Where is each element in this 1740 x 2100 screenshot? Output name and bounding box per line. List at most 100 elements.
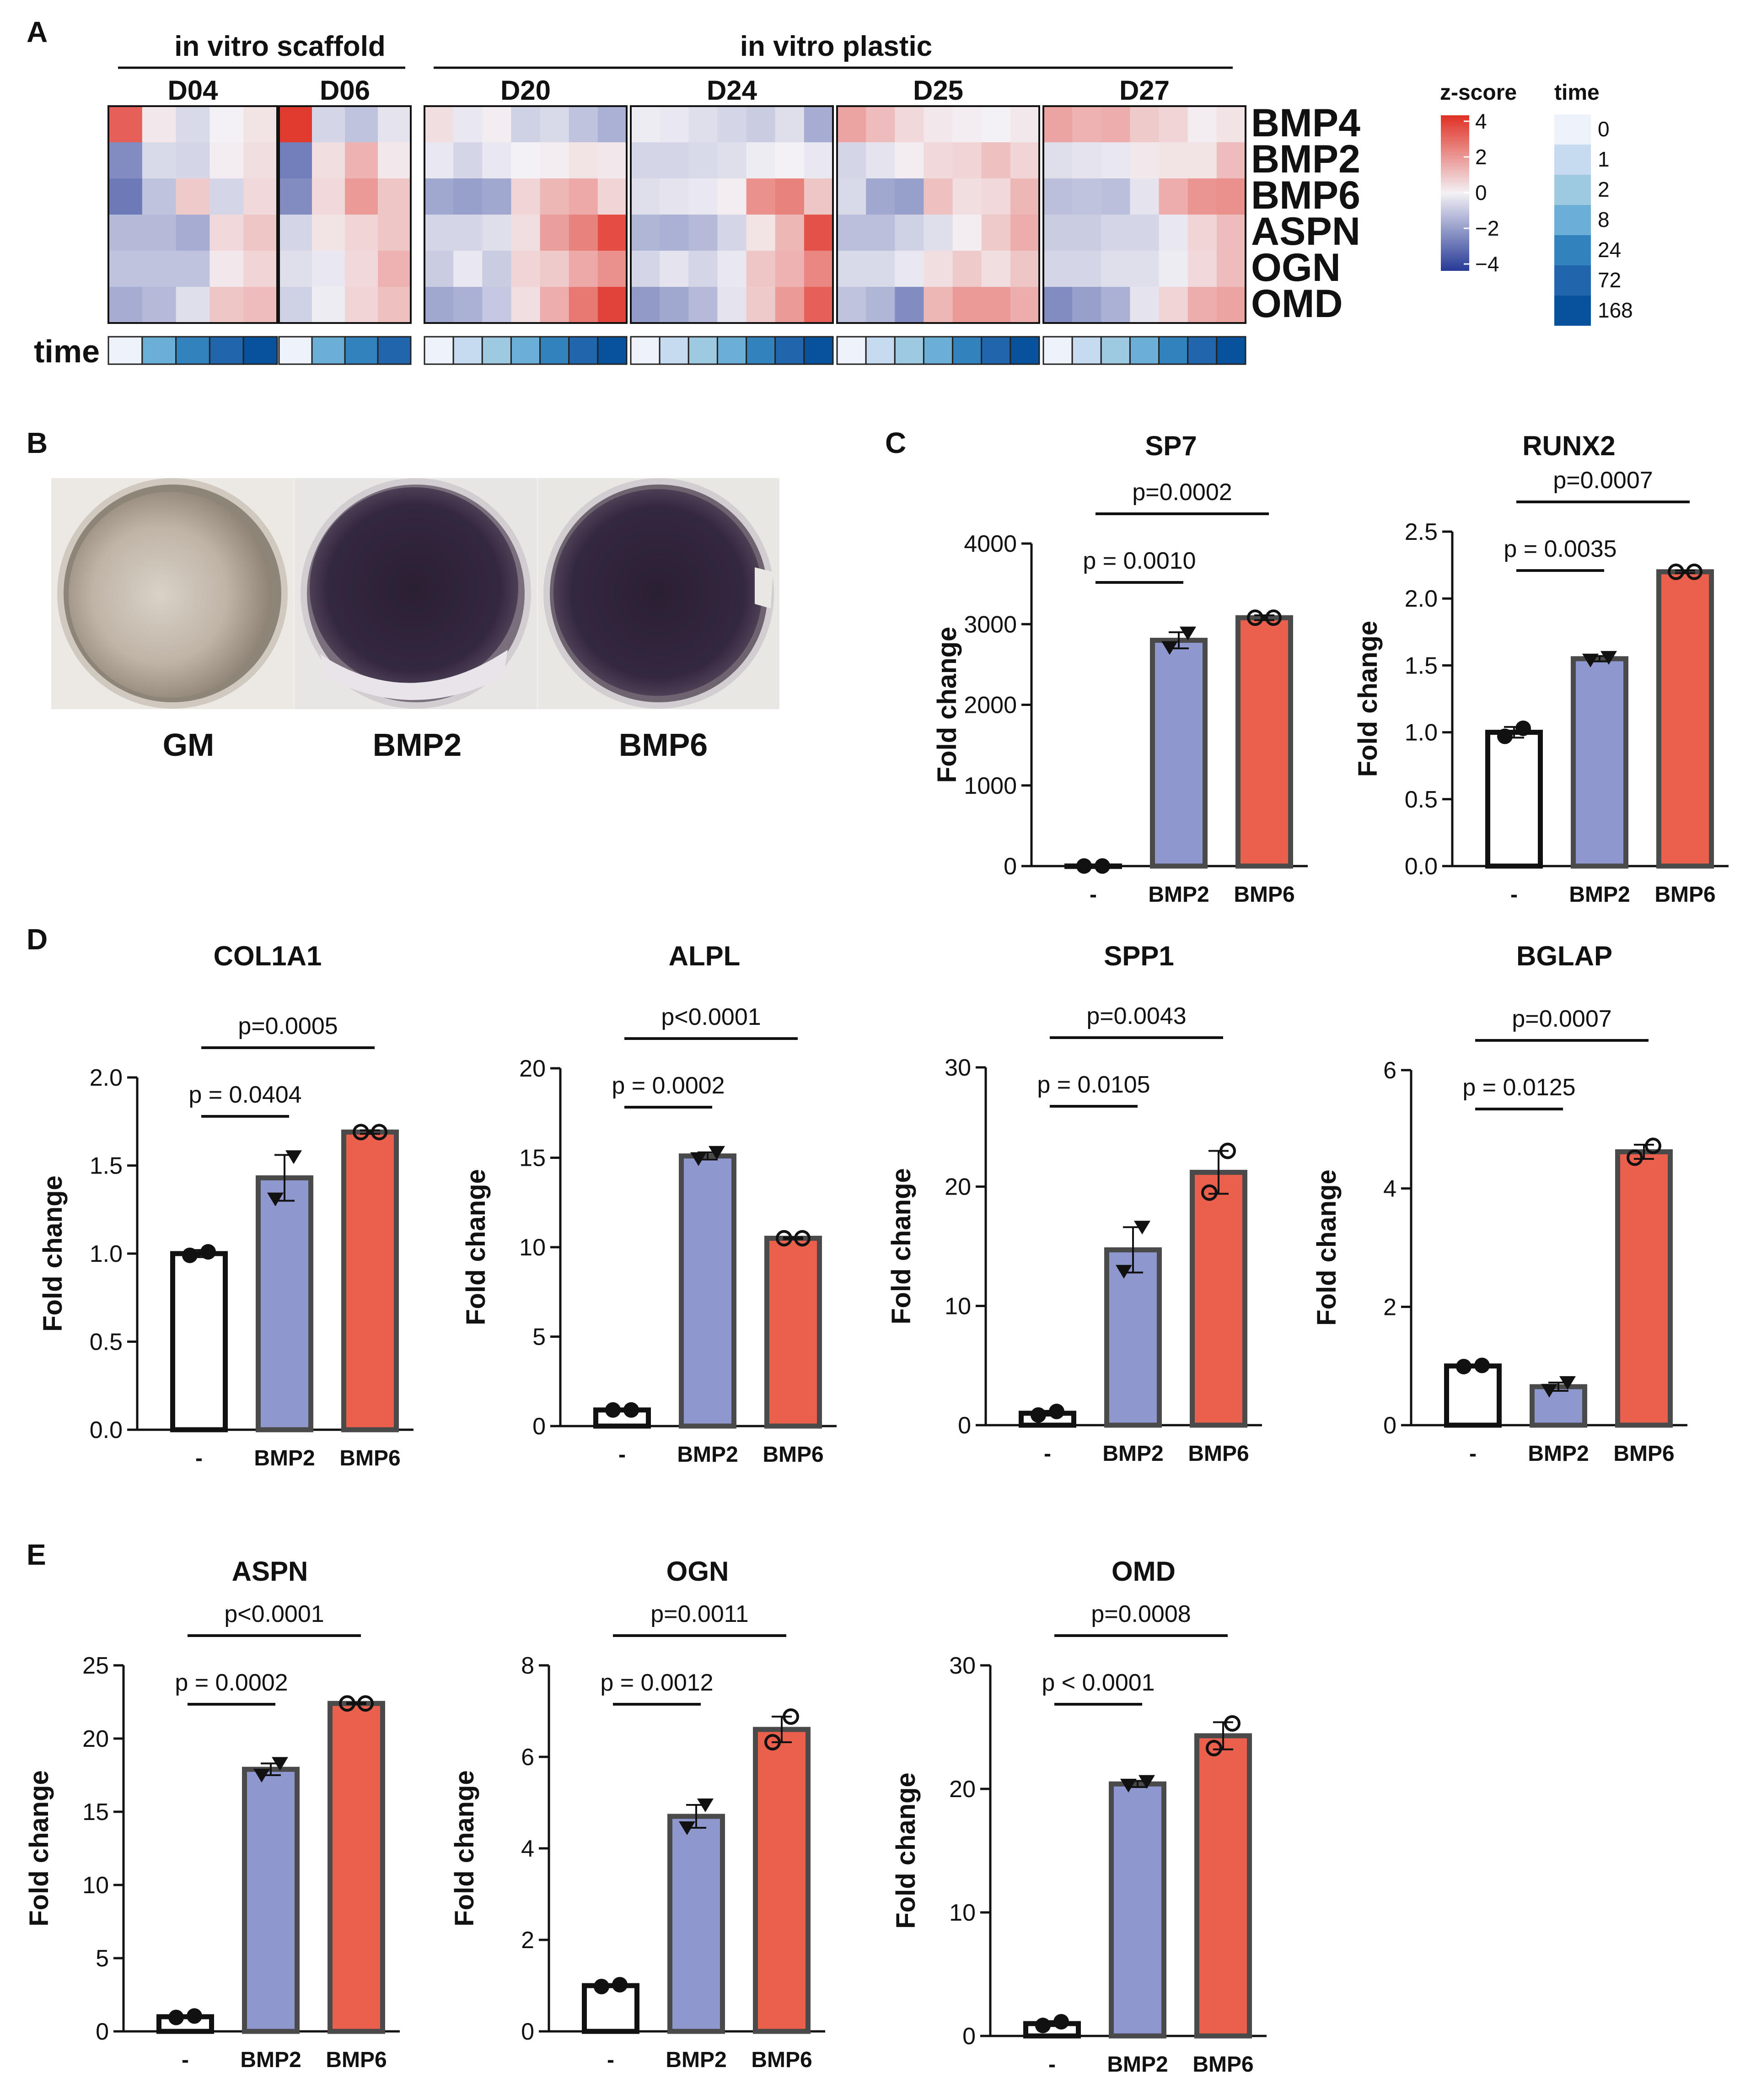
p-value-label: p < 0.0001 bbox=[1042, 1669, 1155, 1696]
data-point bbox=[1600, 651, 1617, 665]
y-tick-label: 1.0 bbox=[1405, 720, 1438, 746]
heatmap-cell bbox=[1159, 178, 1188, 215]
heatmap-cell bbox=[345, 178, 378, 215]
time-row-label: time bbox=[34, 334, 100, 369]
y-tick-label: 0.5 bbox=[90, 1329, 123, 1356]
y-tick-label: 0 bbox=[521, 2019, 534, 2045]
heatmap-cell bbox=[837, 287, 866, 323]
time-annotation-cell bbox=[424, 336, 454, 365]
data-point bbox=[1582, 653, 1599, 668]
heatmap-cell bbox=[717, 142, 747, 179]
chart-omd: OMD 0 10 20 30 Fold change - BMP2 BMP6 p < 0.0001… bbox=[891, 1556, 1267, 2077]
time-annotation-cell bbox=[1010, 336, 1040, 365]
heatmap-cell bbox=[1101, 215, 1130, 251]
data-point bbox=[187, 2008, 202, 2024]
time-legend-swatch bbox=[1554, 265, 1591, 296]
heatmap-cell bbox=[424, 287, 454, 323]
heatmap-cell bbox=[804, 251, 833, 287]
heatmap-cell bbox=[688, 142, 718, 179]
time-legend-label: 168 bbox=[1598, 298, 1633, 322]
chart-title: BGLAP bbox=[1516, 941, 1612, 971]
x-tick-label: BMP2 bbox=[1528, 1442, 1589, 1466]
heatmap-cell bbox=[142, 251, 177, 287]
heatmap-cell bbox=[345, 215, 378, 251]
heatmap-cell bbox=[424, 178, 454, 215]
heatmap-cell bbox=[1130, 251, 1160, 287]
data-point bbox=[1053, 2014, 1069, 2030]
p-value-label: p=0.0002 bbox=[1132, 479, 1232, 506]
heatmap-block-d20: D20 bbox=[424, 75, 628, 365]
heatmap-cell bbox=[924, 106, 953, 143]
x-tick-label: - bbox=[1090, 883, 1097, 907]
bar-bmp6 bbox=[1235, 615, 1293, 869]
heatmap-cell bbox=[540, 251, 569, 287]
p-value-label: p=0.0011 bbox=[650, 1601, 748, 1627]
heatmap-block-label: D20 bbox=[500, 75, 551, 106]
heatmap-cell bbox=[378, 178, 411, 215]
heatmap-cell bbox=[804, 287, 833, 323]
data-point bbox=[1559, 1376, 1576, 1390]
bar-control bbox=[593, 1407, 651, 1429]
heatmap-cell bbox=[540, 106, 569, 143]
p-value-label: p = 0.0035 bbox=[1504, 536, 1616, 562]
heatmap-cell bbox=[1130, 215, 1160, 251]
heatmap-cell bbox=[453, 106, 483, 143]
data-point bbox=[1265, 609, 1282, 626]
y-tick-label: 30 bbox=[945, 1055, 971, 1081]
heatmap-cell bbox=[952, 142, 982, 179]
heatmap-cell bbox=[924, 215, 953, 251]
time-annotation-cell bbox=[107, 336, 143, 365]
heatmap-cell bbox=[866, 106, 895, 143]
y-tick-label: 2 bbox=[1383, 1294, 1396, 1320]
heatmap-cell bbox=[209, 178, 244, 215]
chart-title: ALPL bbox=[669, 941, 741, 971]
heatmap-cell bbox=[1187, 287, 1217, 323]
heatmap-block-border bbox=[278, 105, 412, 324]
gene-label-bmp2: BMP2 bbox=[1251, 137, 1360, 181]
heatmap-cell bbox=[895, 178, 924, 215]
x-tick-label: BMP2 bbox=[677, 1443, 738, 1467]
heatmap-cell bbox=[424, 215, 454, 251]
heatmap-cell bbox=[895, 142, 924, 179]
heatmap-cell bbox=[540, 178, 569, 215]
x-tick-label: BMP6 bbox=[1234, 883, 1294, 907]
heatmap-cell bbox=[453, 251, 483, 287]
p-value-label: p = 0.0002 bbox=[175, 1669, 288, 1696]
y-tick-label: 20 bbox=[519, 1055, 546, 1082]
heatmap-cell bbox=[1101, 178, 1130, 215]
heatmap-cell bbox=[688, 106, 718, 143]
heatmap-cell bbox=[312, 251, 345, 287]
heatmap-cell bbox=[312, 215, 345, 251]
heatmap-cell bbox=[981, 178, 1011, 215]
data-point bbox=[339, 1695, 355, 1712]
zscore-tick-label: 4 bbox=[1475, 109, 1487, 133]
heatmap-cell bbox=[424, 106, 454, 143]
well-bmp6-stain bbox=[553, 489, 762, 696]
y-tick-label: 4 bbox=[521, 1836, 534, 1862]
time-annotation-cell bbox=[774, 336, 805, 365]
x-tick-label: BMP2 bbox=[240, 2048, 301, 2072]
heatmap-cell bbox=[108, 287, 143, 323]
data-point bbox=[690, 1152, 707, 1166]
heatmap-cell bbox=[597, 106, 627, 143]
data-point bbox=[1456, 1358, 1471, 1374]
time-annotation-cell bbox=[597, 336, 628, 365]
heatmap-cell bbox=[1159, 215, 1188, 251]
heatmap-cell bbox=[345, 106, 378, 143]
heatmap-cell bbox=[1010, 178, 1040, 215]
time-annotation-cell bbox=[1100, 336, 1131, 365]
p-value-label: p = 0.0010 bbox=[1083, 548, 1196, 574]
y-axis-label: Fold change bbox=[461, 1169, 491, 1325]
time-annotation-cell bbox=[716, 336, 747, 365]
chart-alpl: ALPL 0 5 10 15 20 Fold change - BMP2 BMP6 p = 0.00… bbox=[461, 941, 837, 1467]
p-value-label: p=0.0008 bbox=[1091, 1601, 1191, 1627]
y-tick-label: 10 bbox=[82, 1872, 109, 1899]
heatmap-cell bbox=[660, 287, 689, 323]
heatmap-cell bbox=[1130, 287, 1160, 323]
heatmap-cell bbox=[243, 287, 278, 323]
heatmap-cell bbox=[981, 106, 1011, 143]
heatmap-cell bbox=[345, 251, 378, 287]
y-tick-label: 30 bbox=[949, 1653, 976, 1679]
data-point bbox=[1668, 563, 1684, 580]
